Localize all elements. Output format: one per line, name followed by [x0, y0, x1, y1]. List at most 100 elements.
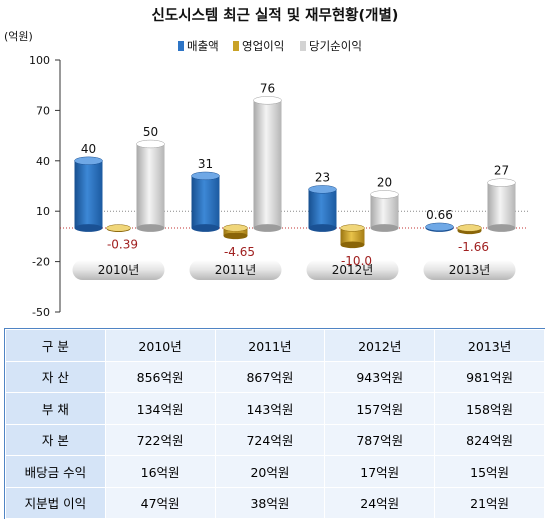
- data-label: -10.0: [341, 254, 372, 268]
- data-label: 40: [81, 142, 96, 156]
- row-label-cell: 구 분: [5, 329, 106, 362]
- row-label-cell: 배당금 수익: [5, 455, 106, 488]
- legend-label: 당기순이익: [309, 39, 362, 53]
- bar-top: [136, 139, 165, 149]
- bar-base: [308, 224, 337, 232]
- table-cell: 17억원: [324, 455, 436, 488]
- y-unit-label: (억원): [4, 30, 33, 43]
- data-label: 0.66: [426, 208, 453, 222]
- bar-매출액: [191, 175, 220, 228]
- table-cell: 981억원: [434, 360, 545, 393]
- data-label: 50: [143, 125, 158, 139]
- table-row: 지분법 이익 47억원 38억원 24억원 21억원: [5, 486, 545, 519]
- table-cell: 2010년: [104, 329, 216, 362]
- table-cell: 2013년: [434, 329, 545, 362]
- y-tick-label: 70: [36, 104, 50, 117]
- bar-매출액: [74, 160, 103, 228]
- bar-base: [253, 224, 282, 232]
- category-label-bg: [306, 260, 399, 280]
- table-cell: 143억원: [214, 392, 326, 425]
- bar-당기순이익: [370, 194, 399, 228]
- table-cell: 15억원: [434, 455, 545, 488]
- category-label-bg: [423, 260, 516, 280]
- y-tick-label: 10: [36, 205, 50, 218]
- y-tick-label: 100: [29, 54, 50, 67]
- table-cell: 2012년: [324, 329, 436, 362]
- bar-영업이익: [340, 228, 365, 245]
- category-label: 2010년: [98, 263, 140, 277]
- table-row: 자 산 856억원 867억원 943억원 981억원: [5, 360, 545, 393]
- table-cell: 20억원: [214, 455, 326, 488]
- bar-top: [308, 185, 337, 194]
- bar-매출액: [308, 189, 337, 228]
- table-cell: 867억원: [214, 360, 326, 393]
- y-tick-label: -50: [32, 306, 50, 319]
- bar-base: [191, 224, 220, 232]
- bar-top: [487, 178, 516, 187]
- table-cell: 157억원: [324, 392, 436, 425]
- bar-top: [370, 190, 399, 199]
- bar-base: [340, 241, 365, 249]
- finance-table: 구 분 2010년 2011년 2012년 2013년 자 산 856억원 867억원 943억…: [5, 329, 545, 519]
- data-label: 27: [494, 164, 509, 178]
- data-label: 31: [198, 157, 213, 171]
- category-label-bg: [72, 260, 165, 280]
- bar-base: [74, 224, 103, 232]
- table-cell: 38억원: [214, 486, 326, 519]
- data-label: -1.66: [458, 240, 489, 254]
- data-label: 76: [260, 81, 275, 95]
- table-cell: 722억원: [104, 423, 216, 456]
- data-label: -0.39: [107, 238, 138, 252]
- table-cell: 787억원: [324, 423, 436, 456]
- table-cell: 47억원: [104, 486, 216, 519]
- bar-top: [223, 224, 248, 232]
- table-header-row: 구 분 2010년 2011년 2012년 2013년: [5, 329, 545, 362]
- table-cell: 943억원: [324, 360, 436, 393]
- table-cell: 24억원: [324, 486, 436, 519]
- bar-top: [106, 224, 131, 232]
- table-cell: 21억원: [434, 486, 545, 519]
- data-label: -4.65: [224, 245, 255, 259]
- category-label: 2012년: [332, 263, 374, 277]
- row-label-cell: 지분법 이익: [5, 486, 106, 519]
- category-label: 2013년: [449, 263, 491, 277]
- table-row: 자 본 722억원 724억원 787억원 824억원: [5, 423, 545, 456]
- table-cell: 16억원: [104, 455, 216, 488]
- bar-당기순이익: [487, 182, 516, 228]
- table-row: 부 채 134억원 143억원 157억원 158억원: [5, 392, 545, 425]
- bar-당기순이익: [136, 144, 165, 228]
- table-row: 배당금 수익 16억원 20억원 17억원 15억원: [5, 455, 545, 488]
- legend-swatch: [233, 41, 239, 51]
- bar-top: [340, 224, 365, 232]
- table-cell: 158억원: [434, 392, 545, 425]
- bar-영업이익: [223, 228, 248, 236]
- data-label: 23: [315, 170, 330, 184]
- legend-swatch: [178, 41, 184, 51]
- category-label: 2011년: [215, 263, 257, 277]
- bar-top: [191, 171, 220, 181]
- row-label-cell: 자 산: [5, 360, 106, 393]
- y-tick-label: 40: [36, 155, 50, 168]
- bar-base: [487, 224, 516, 232]
- table-cell: 134억원: [104, 392, 216, 425]
- bar-base: [370, 224, 399, 232]
- table-cell: 2011년: [214, 329, 326, 362]
- chart: 신도시스템 최근 실적 및 재무현황(개별) (억원) 100 70 40 10 -20…: [4, 6, 528, 319]
- y-tick-label: -20: [32, 256, 50, 269]
- bar-top: [253, 96, 282, 105]
- data-label: 20: [377, 175, 392, 189]
- table-cell: 856억원: [104, 360, 216, 393]
- category-label-bg: [189, 260, 282, 280]
- bar-당기순이익: [253, 100, 282, 228]
- bar-top: [457, 224, 482, 232]
- row-label-cell: 부 채: [5, 392, 106, 425]
- bar-base: [136, 224, 165, 232]
- legend-swatch: [300, 41, 306, 51]
- table-cell: 824억원: [434, 423, 545, 456]
- bar-base: [223, 232, 248, 240]
- table-cell: 724억원: [214, 423, 326, 456]
- legend-label: 영업이익: [242, 39, 284, 53]
- row-label-cell: 자 본: [5, 423, 106, 456]
- legend-label: 매출액: [187, 39, 219, 53]
- chart-title: 신도시스템 최근 실적 및 재무현황(개별): [152, 6, 399, 24]
